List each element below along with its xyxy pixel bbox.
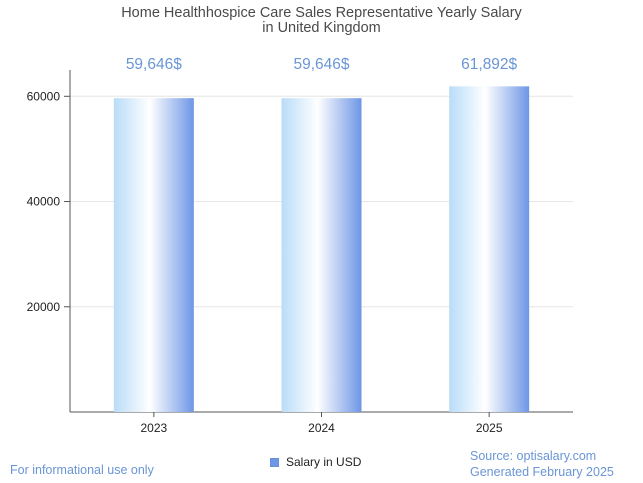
bar-2023 <box>113 98 194 412</box>
x-tick-label-2025: 2025 <box>476 421 503 435</box>
chart-title-line-1: Home Healthhospice Care Sales Representa… <box>121 5 522 21</box>
x-tick-label-2023: 2023 <box>140 421 167 435</box>
y-tick-label: 60000 <box>27 89 61 103</box>
bar-2024 <box>281 98 362 412</box>
y-tick-label: 40000 <box>27 195 61 209</box>
legend-swatch-salary <box>270 457 279 467</box>
value-label-2025: 61,892$ <box>461 56 517 73</box>
legend-label: Salary in USD <box>286 455 362 469</box>
y-tick-label: 20000 <box>27 300 61 314</box>
generated-text: Generated February 2025 <box>470 465 614 479</box>
x-tick-label-2024: 2024 <box>308 421 335 435</box>
chart-title-line-2: in United Kingdom <box>262 20 381 36</box>
source-block: Source: optisalary.com Generated Februar… <box>470 448 614 480</box>
value-label-2023: 59,646$ <box>126 56 182 73</box>
source-text: Source: optisalary.com <box>470 449 597 463</box>
bar-2025 <box>449 86 530 413</box>
legend[interactable]: Salary in USD <box>270 455 361 469</box>
value-label-2024: 59,646$ <box>293 56 349 73</box>
informational-note: For informational use only <box>10 463 154 477</box>
